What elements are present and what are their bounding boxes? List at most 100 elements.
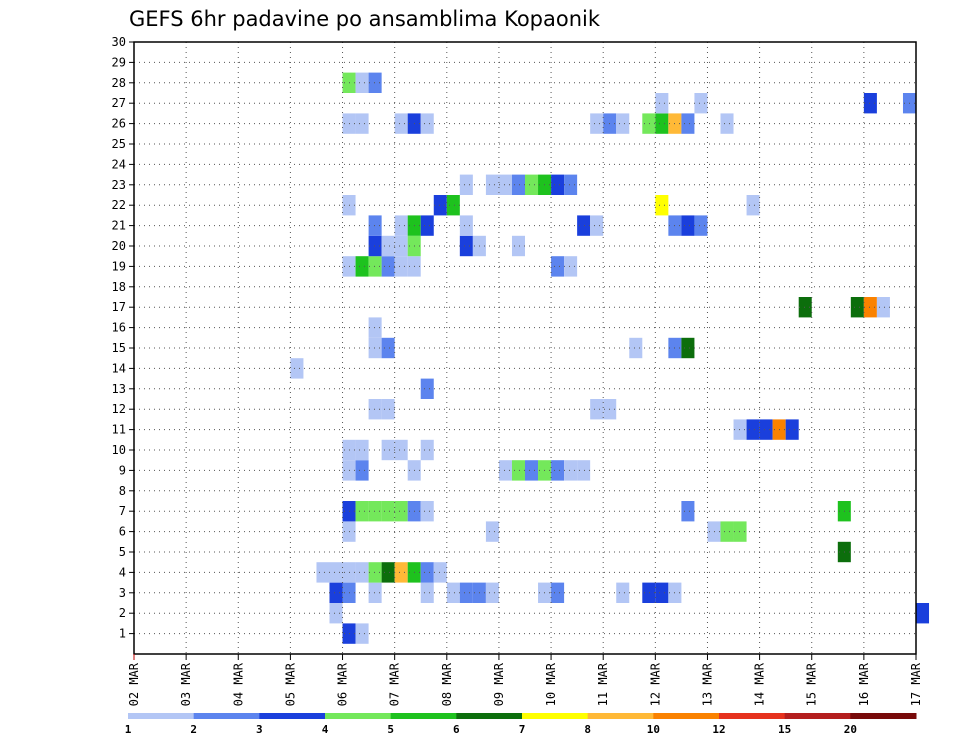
colorbar-tick-label: 15 xyxy=(778,723,791,736)
heatmap-cell xyxy=(355,460,369,481)
heatmap-cell xyxy=(459,235,473,257)
x-tick-label: 10 MAR xyxy=(544,662,558,706)
heatmap-cell xyxy=(420,439,434,461)
y-tick-label: 30 xyxy=(112,35,126,49)
x-tick-label: 17 MAR xyxy=(909,662,923,706)
heatmap-cell xyxy=(368,72,382,93)
colorbar-tick-label: 3 xyxy=(256,723,263,736)
x-tick-label: 08 MAR xyxy=(440,662,454,706)
heatmap-cell xyxy=(694,93,708,114)
y-tick-label: 6 xyxy=(119,525,126,539)
heatmap-cell xyxy=(394,113,408,134)
heatmap-cell xyxy=(694,215,708,236)
heatmap-cell xyxy=(316,562,330,583)
heatmap-cell xyxy=(355,113,369,134)
heatmap-cell xyxy=(720,113,734,134)
x-tick-label: 11 MAR xyxy=(596,662,610,706)
colorbar-swatch xyxy=(653,713,720,719)
colorbar-tick-label: 8 xyxy=(584,723,591,736)
x-tick-label: 03 MAR xyxy=(179,662,193,706)
heatmap-cell xyxy=(368,501,382,522)
colorbar-swatch xyxy=(259,713,326,719)
heatmap-cell xyxy=(446,195,460,216)
heatmap-cell xyxy=(394,562,408,583)
heatmap-cell xyxy=(368,235,382,257)
heatmap-cell xyxy=(368,582,382,603)
heatmap-cell xyxy=(655,113,669,134)
x-tick-label: 13 MAR xyxy=(701,662,715,706)
y-tick-label: 19 xyxy=(112,259,126,273)
heatmap-cell xyxy=(459,215,473,236)
heatmap-cell xyxy=(394,439,408,461)
heatmap-cell xyxy=(616,113,630,134)
colorbar-tick-label: 7 xyxy=(519,723,526,736)
heatmap-cell xyxy=(642,582,656,603)
y-tick-label: 5 xyxy=(119,545,126,559)
heatmap-cell xyxy=(446,582,460,603)
colorbar-tick-label: 5 xyxy=(387,723,394,736)
colorbar-tick-label: 20 xyxy=(844,723,857,736)
heatmap-cell xyxy=(381,235,395,257)
heatmap-cell xyxy=(381,439,395,461)
heatmap-cell xyxy=(577,460,591,481)
colorbar-tick-label: 2 xyxy=(190,723,197,736)
heatmap-cell xyxy=(498,460,512,481)
heatmap-cell xyxy=(420,501,434,522)
heatmap-cell xyxy=(863,93,877,114)
heatmap-cell xyxy=(394,215,408,236)
heatmap-cell xyxy=(733,419,747,440)
colorbar-tick-label: 4 xyxy=(322,723,329,736)
y-tick-label: 21 xyxy=(112,219,126,233)
x-tick-label: 15 MAR xyxy=(805,662,819,706)
y-tick-label: 8 xyxy=(119,484,126,498)
heatmap-cell xyxy=(590,113,604,134)
y-tick-label: 3 xyxy=(119,586,126,600)
heatmap-cell xyxy=(420,378,434,399)
y-tick-label: 11 xyxy=(112,423,126,437)
heatmap-cell xyxy=(577,215,591,236)
heatmap-cell xyxy=(759,419,773,440)
x-tick-label: 05 MAR xyxy=(283,662,297,706)
heatmap-cell xyxy=(420,562,434,583)
x-tick-label: 04 MAR xyxy=(231,662,245,706)
heatmap-cell xyxy=(863,297,877,318)
y-tick-label: 18 xyxy=(112,280,126,294)
y-tick-label: 9 xyxy=(119,463,126,477)
heatmap-cell xyxy=(485,521,499,542)
heatmap-cell xyxy=(381,256,395,277)
y-tick-label: 28 xyxy=(112,76,126,90)
colorbar-swatch xyxy=(325,713,392,719)
heatmap-cell xyxy=(681,337,695,359)
y-tick-label: 12 xyxy=(112,402,126,416)
heatmap-cell xyxy=(551,460,565,481)
y-tick-label: 2 xyxy=(119,606,126,620)
heatmap-cell xyxy=(551,174,565,195)
x-tick-label: 02 MAR xyxy=(127,662,141,706)
heatmap-cell xyxy=(551,256,565,277)
heatmap-cell xyxy=(433,562,447,583)
heatmap-cell xyxy=(564,460,578,481)
heatmap-cell xyxy=(329,582,343,603)
y-tick-label: 29 xyxy=(112,55,126,69)
heatmap-cell xyxy=(681,113,695,134)
heatmap-cell xyxy=(368,215,382,236)
colorbar-swatch xyxy=(456,713,523,719)
x-tick-label: 06 MAR xyxy=(336,662,350,706)
y-tick-label: 22 xyxy=(112,198,126,212)
heatmap-cell xyxy=(459,582,473,603)
heatmap-cell xyxy=(368,399,382,420)
heatmap-cell xyxy=(355,623,369,644)
colorbar-tick-label: 12 xyxy=(712,723,725,736)
heatmap-cell xyxy=(368,562,382,583)
colorbar-swatch xyxy=(390,713,457,719)
heatmap-cell xyxy=(420,582,434,603)
heatmap-cell xyxy=(511,235,525,257)
colorbar-swatch xyxy=(719,713,786,719)
x-tick-label: 14 MAR xyxy=(753,662,767,706)
heatmap-cell xyxy=(459,174,473,195)
y-tick-label: 24 xyxy=(112,157,126,171)
heatmap-cells xyxy=(290,72,930,644)
colorbar-tick-label: 1 xyxy=(125,723,132,736)
heatmap-cell xyxy=(433,195,447,216)
